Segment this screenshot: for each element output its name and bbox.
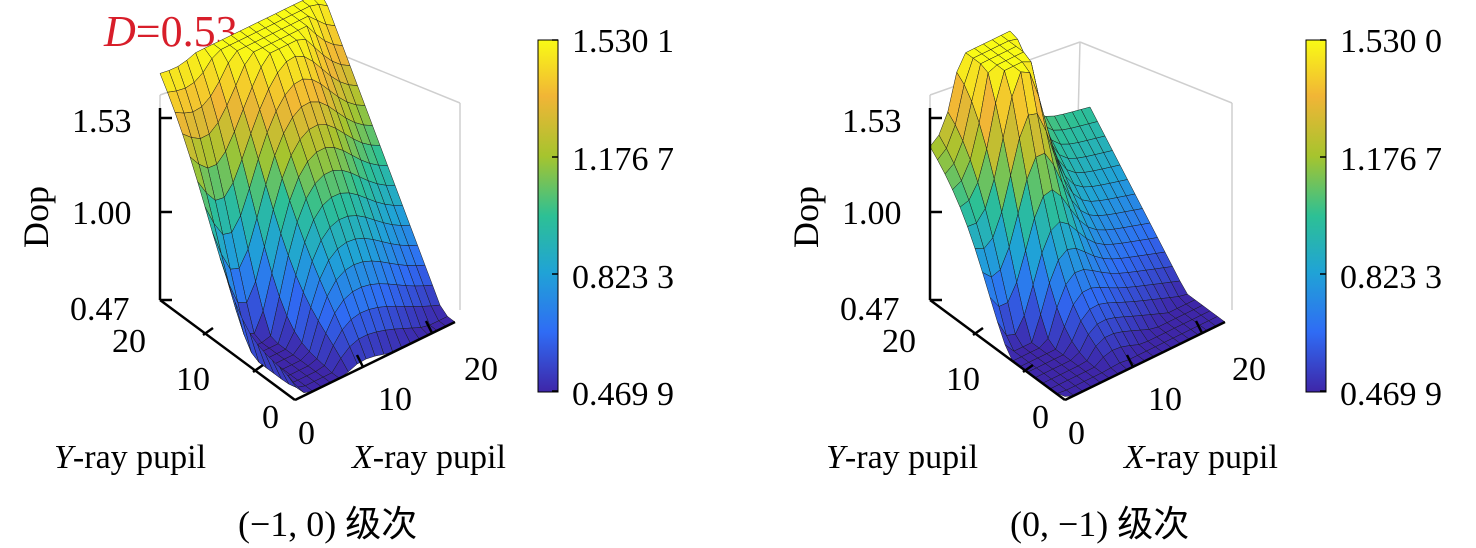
surface-left — [159, 0, 456, 393]
axes-left — [158, 108, 456, 402]
x-tick-right-0: 0 — [1068, 415, 1085, 452]
colorbar-label-right-1: 1.530 0 — [1340, 23, 1442, 60]
colorbar-label-right-4: 0.469 9 — [1340, 376, 1442, 413]
z-tick-left-mid: 1.00 — [72, 195, 132, 232]
x-tick-left-10: 10 — [378, 381, 412, 418]
x-tick-left-20: 20 — [464, 351, 498, 388]
colorbar-label-left-4: 0.469 9 — [572, 376, 674, 413]
y-tick-right-20: 20 — [882, 323, 916, 360]
x-axis-label-left: X-ray pupil — [350, 439, 506, 476]
colorbar-left — [537, 39, 559, 393]
y-tick-right-0: 0 — [1032, 399, 1049, 436]
z-axis-label-left: Dop — [16, 186, 56, 248]
colorbar-label-left-2: 1.176 7 — [572, 141, 674, 178]
x-tick-right-20: 20 — [1232, 351, 1266, 388]
colorbar-ticks-left — [552, 39, 558, 392]
z-tick-right-low: 0.47 — [840, 291, 900, 328]
z-tick-left-high: 1.53 — [72, 103, 132, 140]
z-tick-right-high: 1.53 — [842, 103, 902, 140]
y-tick-left-0: 0 — [262, 399, 279, 436]
colorbar-label-right-2: 1.176 7 — [1340, 141, 1442, 178]
z-tick-left-low: 0.47 — [70, 291, 130, 328]
x-tick-right-10: 10 — [1148, 381, 1182, 418]
caption-left: (−1, 0) 级次 — [238, 504, 417, 544]
y-tick-right-10: 10 — [946, 361, 980, 398]
colorbar-right — [1305, 39, 1327, 393]
z-axis-label-right: Dop — [786, 186, 826, 248]
colorbar-label-left-3: 0.823 3 — [572, 259, 674, 296]
y-tick-left-10: 10 — [176, 361, 210, 398]
surface-right — [929, 30, 1226, 397]
colorbar-label-right-3: 0.823 3 — [1340, 259, 1442, 296]
axes-right — [928, 108, 1226, 402]
y-axis-label-left: Y-ray pupil — [54, 439, 206, 476]
caption-right: (0, −1) 级次 — [1010, 504, 1189, 544]
y-axis-label-right: Y-ray pupil — [826, 439, 978, 476]
y-tick-left-20: 20 — [112, 323, 146, 360]
z-tick-right-mid: 1.00 — [842, 195, 902, 232]
x-tick-left-0: 0 — [298, 415, 315, 452]
panel-right: 1.53 1.00 0.47 Dop 20 10 0 0 10 20 Y-ray… — [786, 23, 1442, 544]
panel-left: 1.53 1.00 0.47 Dop 20 10 0 0 10 20 Y-ray… — [16, 0, 674, 544]
colorbar-label-left-1: 1.530 1 — [572, 23, 674, 60]
x-axis-label-right: X-ray pupil — [1122, 439, 1278, 476]
surface-patch — [287, 375, 305, 393]
colorbar-ticks-right — [1320, 39, 1326, 392]
